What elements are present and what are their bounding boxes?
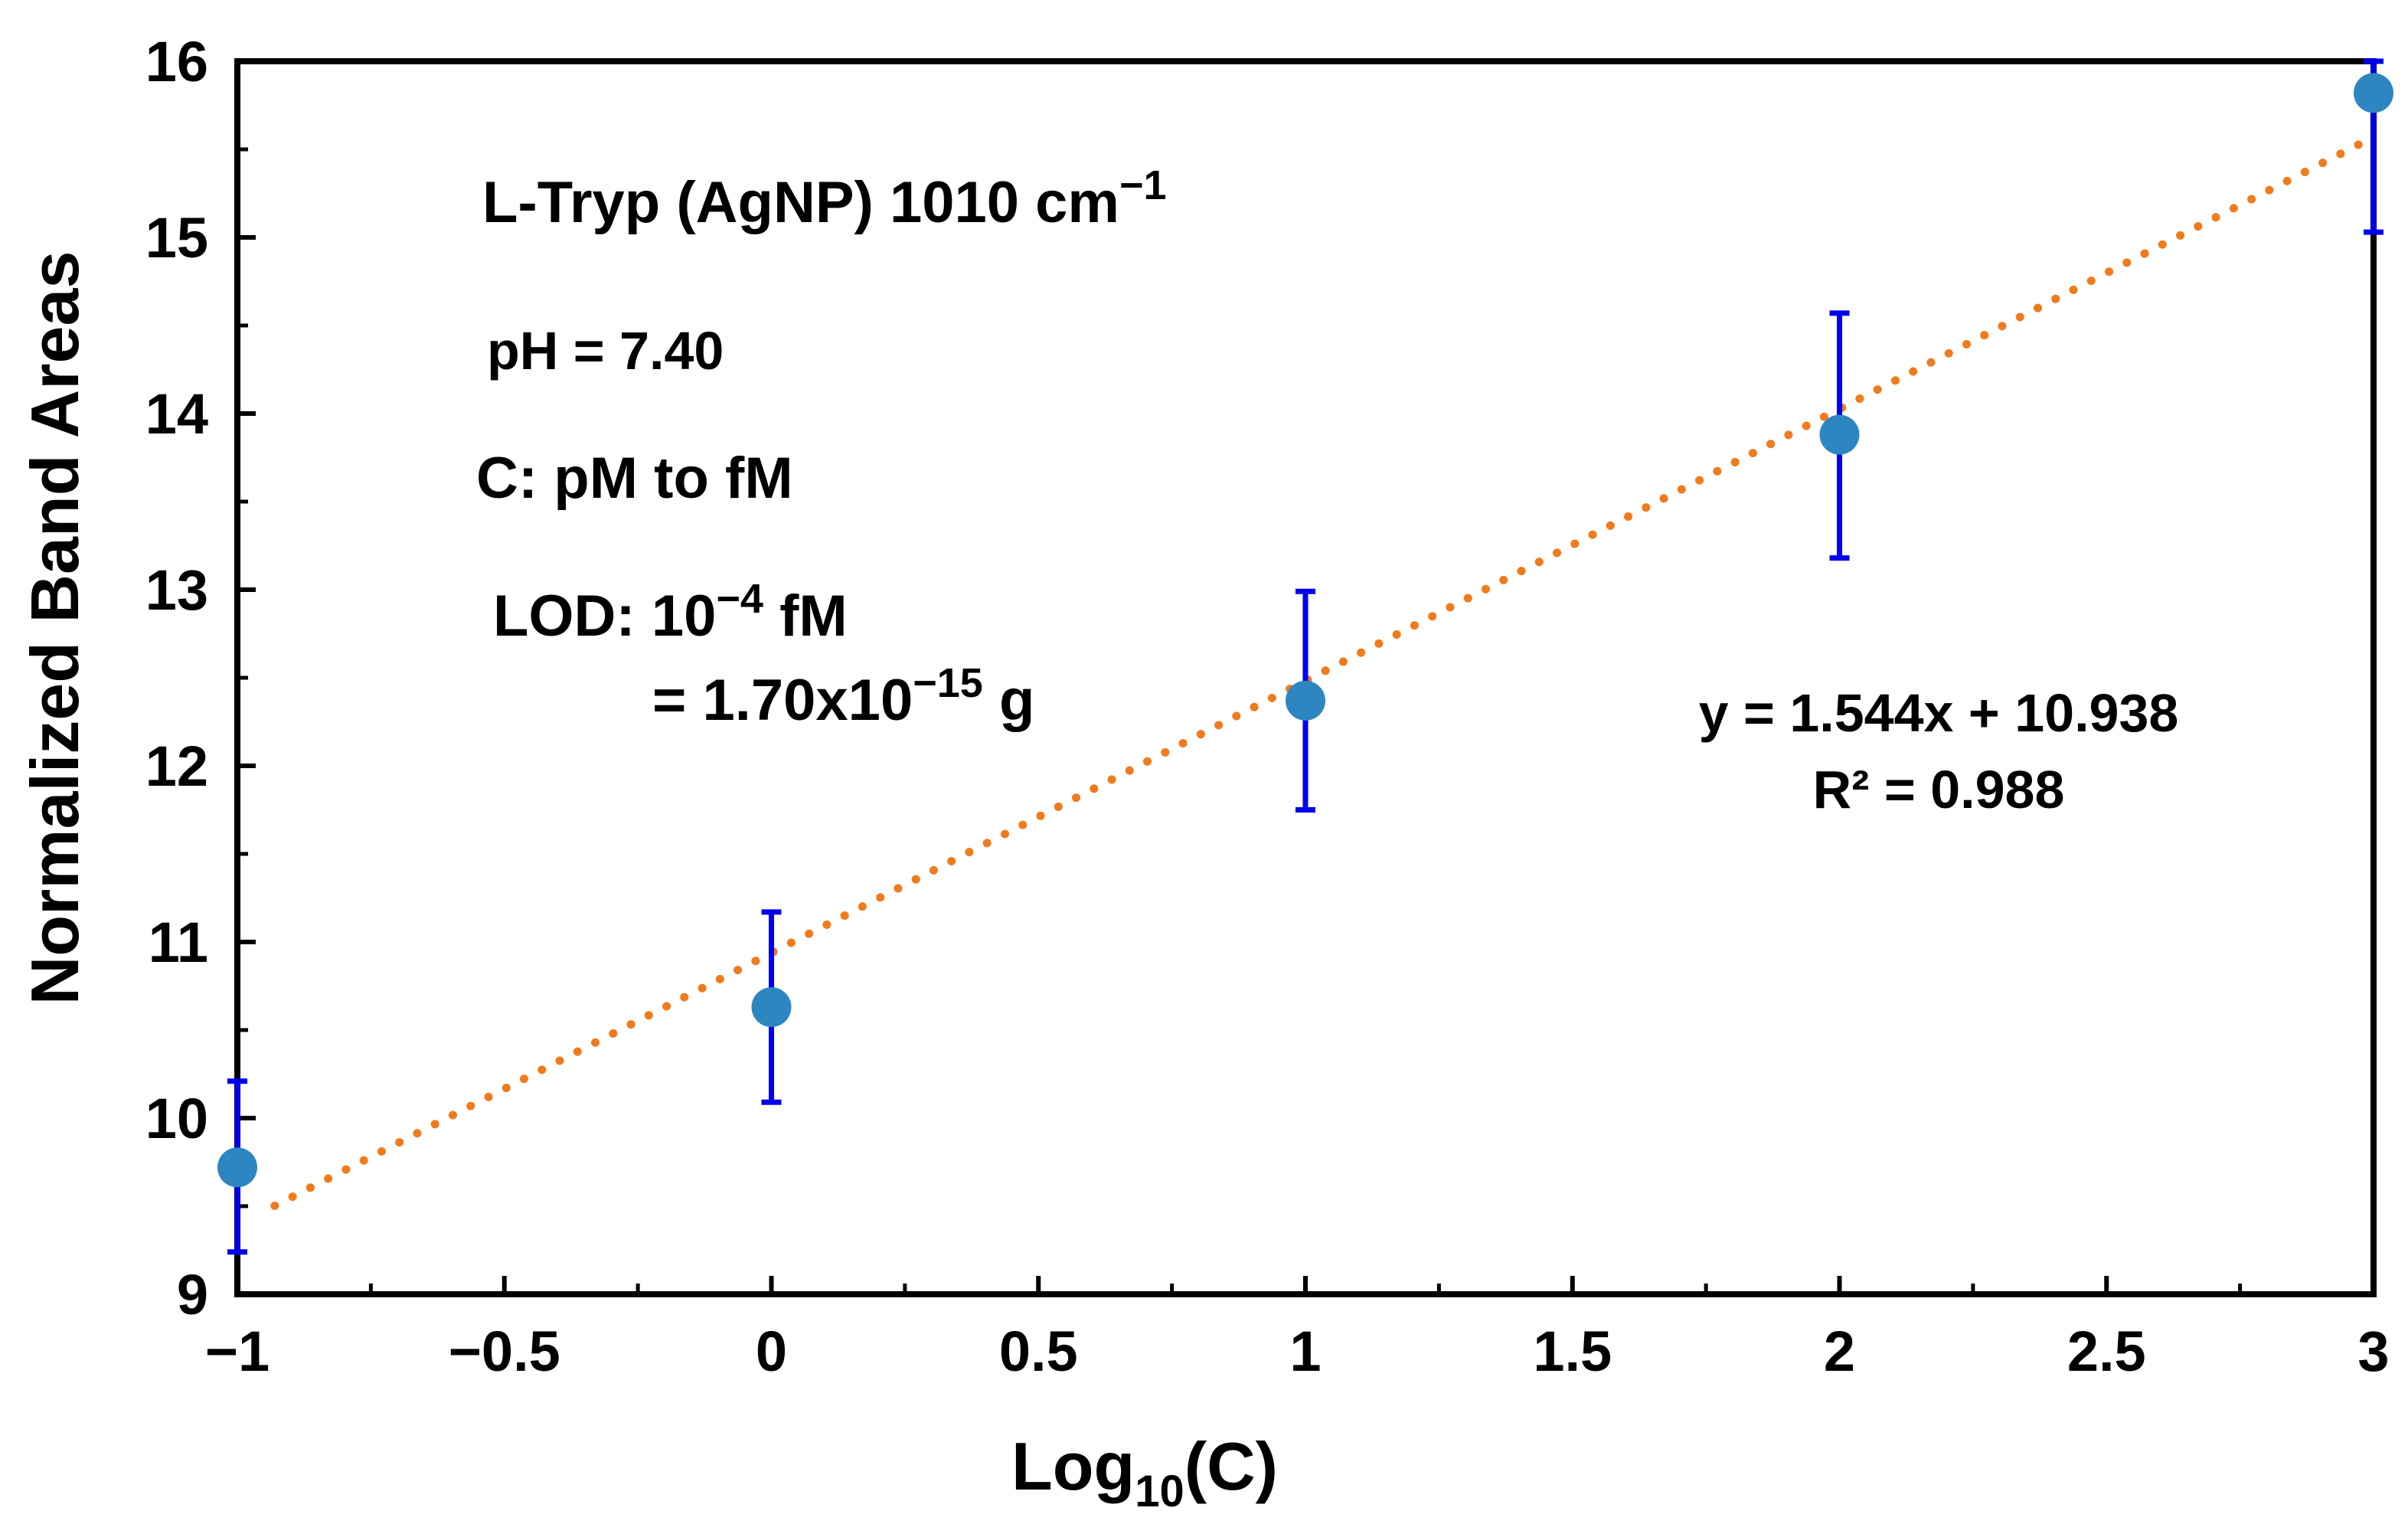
data-points [217, 73, 2393, 1188]
x-tick-label: −0.5 [449, 1320, 560, 1383]
data-point [2354, 73, 2393, 113]
data-point [1819, 414, 1860, 455]
x-tick-label: 0 [756, 1320, 787, 1383]
concentration-range-label: C: pM to fM [476, 446, 793, 511]
y-tick-label: 12 [145, 734, 208, 798]
trendline [270, 132, 2378, 1211]
lod-mass-label: = 1.70x10−15 g [652, 660, 1034, 733]
y-tick-label: 16 [145, 30, 208, 93]
y-tick-label: 9 [177, 1263, 208, 1326]
regression-equation: y = 1.544x + 10.938 [1699, 683, 2179, 743]
data-point [1286, 680, 1325, 721]
x-axis-title-subscript: 10 [1135, 1467, 1184, 1516]
x-axis-ticks: −1 −0.5 0 0.5 1 1.5 2 2.5 3 [205, 1276, 2390, 1383]
ph-label: pH = 7.40 [487, 321, 724, 381]
x-tick-label: 2.5 [2067, 1320, 2146, 1383]
x-tick-label: 2 [1824, 1320, 1855, 1383]
compound-label-superscript: −1 [1119, 162, 1167, 208]
lod-mass-tail: g [983, 668, 1035, 733]
y-axis-title: Normalized Band Areas [17, 251, 93, 1006]
x-tick-label: 3 [2357, 1320, 2389, 1383]
compound-label: L-Tryp (AgNP) 1010 cm−1 [482, 162, 1167, 235]
x-axis-title-tail: (C) [1184, 1428, 1278, 1504]
y-tick-label: 11 [149, 911, 208, 974]
x-tick-label: −1 [205, 1320, 270, 1383]
y-axis-ticks: 9 10 11 12 13 14 15 16 [145, 30, 256, 1326]
trendline-group [270, 132, 2378, 1211]
y-tick-label: 10 [145, 1087, 208, 1150]
x-tick-label: 0.5 [999, 1320, 1078, 1383]
lod-label: LOD: 10−4 fM [493, 576, 848, 649]
y-tick-label: 15 [145, 206, 208, 270]
x-tick-label: 1 [1289, 1320, 1321, 1383]
y-tick-label: 14 [145, 382, 208, 446]
lod-label-tail: fM [763, 584, 848, 649]
r-squared-label: R² = 0.988 [1813, 760, 2065, 819]
lod-label-superscript: −4 [716, 576, 763, 622]
x-axis-title: Log10(C) [1011, 1428, 1278, 1516]
data-point [751, 987, 792, 1028]
y-tick-label: 13 [145, 558, 208, 622]
data-point [217, 1147, 257, 1188]
x-tick-label: 1.5 [1533, 1320, 1612, 1383]
lod-mass-superscript: −15 [913, 660, 983, 706]
